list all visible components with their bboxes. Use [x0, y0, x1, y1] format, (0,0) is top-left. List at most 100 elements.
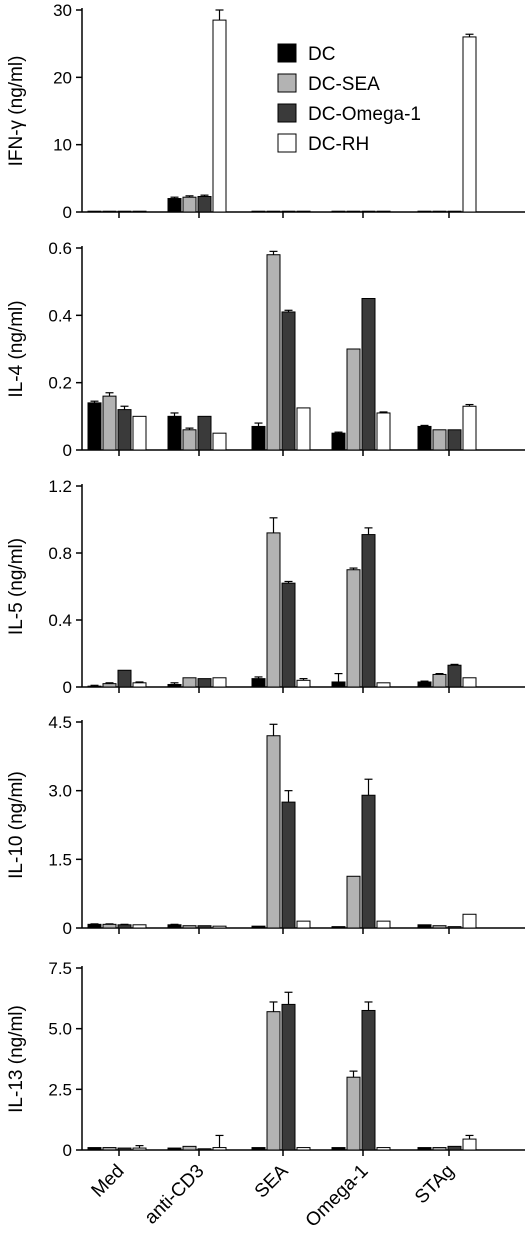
bar — [212, 19, 227, 213]
bar — [87, 210, 102, 213]
bar — [296, 679, 311, 688]
y-tick-label: 0.6 — [48, 239, 72, 258]
bar — [296, 210, 311, 213]
category-label: anti-CD3 — [141, 1161, 209, 1229]
y-tick-label: 0.8 — [48, 544, 72, 563]
bar — [197, 196, 212, 213]
legend-label: DC-Omega-1 — [308, 104, 421, 125]
bar — [212, 677, 227, 688]
y-tick-label: 30 — [53, 1, 72, 20]
bar — [417, 425, 432, 451]
bar — [132, 210, 147, 213]
bar — [462, 1138, 477, 1151]
bar — [102, 923, 117, 929]
bar — [447, 1145, 462, 1151]
y-tick-label: 1.2 — [48, 477, 72, 496]
bar — [117, 924, 132, 929]
bar — [132, 415, 147, 451]
bar — [281, 582, 296, 688]
bar — [182, 196, 197, 213]
bar — [87, 1147, 102, 1151]
bar — [167, 415, 182, 451]
bar — [212, 1147, 227, 1151]
category-label: Med — [88, 1161, 129, 1202]
y-tick-label: 0 — [63, 203, 72, 222]
bar — [361, 1009, 376, 1151]
bar — [296, 1147, 311, 1151]
bar — [376, 682, 391, 688]
bar — [197, 925, 212, 929]
y-tick-label: 20 — [53, 68, 72, 87]
y-tick-label: 4.5 — [48, 713, 72, 732]
legend-swatch — [277, 43, 297, 63]
y-axis-label: IFN-γ (ng/ml) — [6, 56, 27, 167]
bar — [447, 664, 462, 688]
bar — [167, 924, 182, 929]
bar — [182, 429, 197, 451]
bar — [346, 1076, 361, 1151]
y-axis-label: IL-5 (ng/ml) — [6, 538, 27, 635]
bar — [251, 925, 266, 929]
y-tick-label: 0 — [63, 1141, 72, 1160]
y-tick-label: 0.2 — [48, 374, 72, 393]
category-label: Omega-1 — [302, 1161, 373, 1232]
bar — [197, 678, 212, 688]
bar — [432, 1147, 447, 1151]
y-tick-label: 2.5 — [48, 1080, 72, 1099]
legend-swatch — [277, 103, 297, 123]
bar — [266, 532, 281, 688]
y-axis-label: IL-10 (ng/ml) — [6, 771, 27, 879]
bar — [417, 681, 432, 688]
bar — [331, 210, 346, 213]
bar — [331, 681, 346, 688]
bar — [361, 794, 376, 929]
bar — [462, 677, 477, 688]
bar — [266, 254, 281, 451]
bar — [251, 425, 266, 451]
bar — [102, 395, 117, 451]
bar — [266, 210, 281, 213]
bar — [281, 1003, 296, 1151]
bar — [376, 1147, 391, 1151]
y-tick-label: 3.0 — [48, 782, 72, 801]
bar — [102, 683, 117, 688]
bar — [132, 1147, 147, 1151]
bar — [197, 415, 212, 451]
bar — [376, 210, 391, 213]
bar — [417, 924, 432, 929]
bar — [432, 673, 447, 688]
y-tick-label: 0 — [63, 678, 72, 697]
bar — [361, 210, 376, 213]
bar — [132, 682, 147, 688]
legend-label: DC — [308, 44, 335, 65]
bar — [281, 311, 296, 451]
bar — [87, 685, 102, 688]
bar — [167, 683, 182, 688]
bar — [447, 926, 462, 929]
category-label: SEA — [251, 1160, 293, 1202]
bar — [447, 429, 462, 451]
bar — [417, 210, 432, 213]
bar — [117, 1147, 132, 1151]
y-tick-label: 1.5 — [48, 850, 72, 869]
y-tick-label: 0.4 — [48, 611, 72, 630]
bar — [361, 298, 376, 451]
bar — [251, 678, 266, 688]
bar — [346, 348, 361, 451]
y-axis-label: IL-13 (ng/ml) — [6, 1005, 27, 1113]
y-tick-label: 0 — [63, 919, 72, 938]
bar — [331, 926, 346, 929]
bar — [346, 875, 361, 929]
y-tick-label: 0 — [63, 441, 72, 460]
bar — [281, 210, 296, 213]
bar — [432, 210, 447, 213]
y-tick-label: 0.4 — [48, 306, 72, 325]
bar — [102, 210, 117, 213]
bar — [182, 925, 197, 929]
bar — [376, 920, 391, 929]
bar — [432, 925, 447, 929]
bar — [117, 409, 132, 451]
y-axis-label: IL-4 (ng/ml) — [6, 300, 27, 397]
